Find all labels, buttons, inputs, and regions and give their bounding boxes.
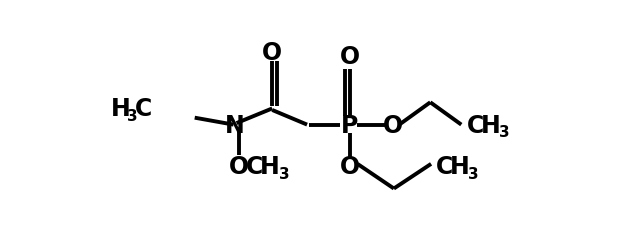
Text: C: C — [246, 154, 263, 178]
Text: 3: 3 — [499, 124, 510, 140]
Text: C: C — [436, 154, 453, 178]
Text: O: O — [383, 113, 403, 137]
Text: H: H — [260, 154, 280, 178]
Text: C: C — [135, 97, 152, 121]
Text: H: H — [481, 113, 500, 137]
Text: O: O — [262, 41, 282, 65]
Text: O: O — [340, 154, 360, 178]
Text: H: H — [450, 154, 470, 178]
Text: 3: 3 — [278, 166, 289, 181]
Text: 3: 3 — [468, 166, 479, 181]
Text: H: H — [111, 97, 130, 121]
Text: O: O — [229, 154, 249, 178]
Text: P: P — [341, 113, 358, 137]
Text: 3: 3 — [127, 108, 138, 123]
Text: O: O — [340, 45, 360, 69]
Text: C: C — [467, 113, 484, 137]
Text: N: N — [225, 113, 245, 137]
